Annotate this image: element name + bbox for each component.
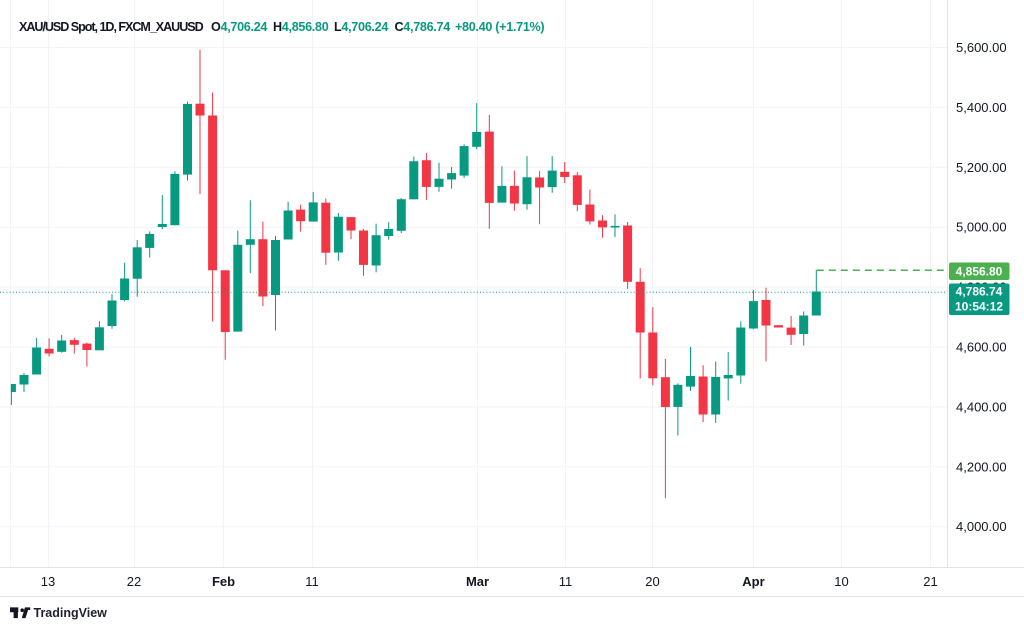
svg-text:+80.40 (+1.71%): +80.40 (+1.71%) xyxy=(455,20,544,34)
svg-text:11: 11 xyxy=(305,574,319,589)
svg-text:5,200.00: 5,200.00 xyxy=(956,160,1007,175)
svg-text:Feb: Feb xyxy=(212,574,235,589)
svg-text:XAU/USD Spot, 1D, FXCM_XAUUSD: XAU/USD Spot, 1D, FXCM_XAUUSD xyxy=(19,20,204,34)
svg-text:10: 10 xyxy=(834,574,848,589)
svg-text:4,400.00: 4,400.00 xyxy=(956,399,1007,414)
svg-text:13: 13 xyxy=(41,574,55,589)
svg-text:4,200.00: 4,200.00 xyxy=(956,459,1007,474)
svg-text:5,400.00: 5,400.00 xyxy=(956,100,1007,115)
svg-text:21: 21 xyxy=(923,574,937,589)
svg-text:5,600.00: 5,600.00 xyxy=(956,40,1007,55)
svg-text:4,600.00: 4,600.00 xyxy=(956,340,1007,355)
svg-text:4,856.80: 4,856.80 xyxy=(956,265,1003,279)
svg-text:11: 11 xyxy=(559,574,573,589)
svg-text:Apr: Apr xyxy=(742,574,764,589)
svg-text:4,000.00: 4,000.00 xyxy=(956,519,1007,534)
svg-text:L4,706.24: L4,706.24 xyxy=(334,20,388,34)
svg-text:Mar: Mar xyxy=(466,574,489,589)
svg-text:C4,786.74: C4,786.74 xyxy=(395,20,451,34)
svg-text:TradingView: TradingView xyxy=(34,606,108,620)
svg-text:O4,706.24: O4,706.24 xyxy=(211,20,267,34)
svg-text:5,000.00: 5,000.00 xyxy=(956,220,1007,235)
svg-text:22: 22 xyxy=(127,574,141,589)
svg-text:4,786.74: 4,786.74 xyxy=(956,285,1003,299)
svg-text:20: 20 xyxy=(645,574,659,589)
svg-text:H4,856.80: H4,856.80 xyxy=(273,20,329,34)
svg-text:10:54:12: 10:54:12 xyxy=(955,300,1003,314)
